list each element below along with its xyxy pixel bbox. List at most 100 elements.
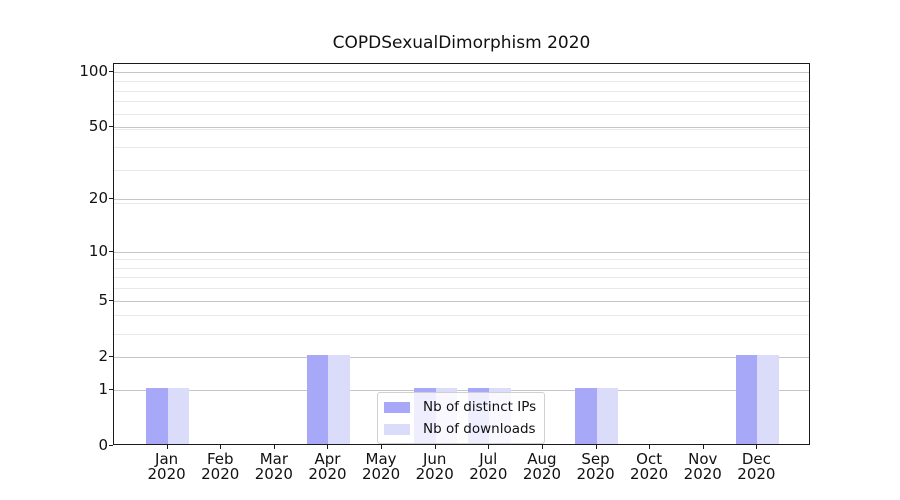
bar-downloads: [167, 387, 190, 444]
y-tick-label: 1: [98, 379, 108, 398]
x-tick-mark: [649, 445, 651, 449]
x-tick-month: Jun: [422, 450, 447, 468]
y-tick-label: 20: [88, 189, 108, 208]
x-tick-label: Dec 2020: [721, 452, 791, 482]
x-tick-year: 2020: [254, 465, 293, 483]
y-tick-mark: [109, 126, 113, 128]
y-tick-mark: [109, 250, 113, 252]
gridline-major: [114, 300, 809, 302]
x-tick-month: Jul: [479, 450, 498, 468]
bar-distinct-ips: [306, 354, 329, 444]
x-tick-label: Mar 2020: [239, 452, 309, 482]
y-tick-mark: [109, 445, 113, 446]
x-tick-month: May: [365, 450, 397, 468]
gridline-minor: [114, 81, 809, 82]
y-tick-label: 2: [98, 346, 108, 365]
x-tick-month: Feb: [206, 450, 234, 468]
gridline-minor: [114, 101, 809, 103]
x-tick-label: Nov 2020: [668, 452, 738, 482]
x-tick-year: 2020: [576, 465, 615, 483]
gridline-minor: [114, 170, 809, 172]
x-tick-year: 2020: [469, 465, 508, 483]
legend-swatch-downloads: [384, 423, 410, 435]
gridline-major: [114, 71, 809, 73]
x-tick-label: Feb 2020: [185, 452, 255, 482]
y-tick-mark: [109, 299, 113, 301]
gridline-major: [114, 356, 809, 358]
gridline-minor: [114, 113, 809, 115]
x-tick-year: 2020: [415, 465, 454, 483]
x-tick-month: Mar: [259, 450, 288, 468]
gridline-minor: [114, 333, 809, 335]
gridline-minor: [114, 90, 809, 92]
x-tick-label: May 2020: [346, 452, 416, 482]
gridline-minor: [114, 72, 809, 74]
plot-area: [113, 63, 810, 445]
y-tick-mark: [109, 70, 113, 72]
x-tick-mark: [166, 445, 168, 449]
x-tick-month: Sep: [581, 450, 610, 468]
x-tick-label: Apr 2020: [292, 452, 362, 482]
gridline-minor: [114, 315, 809, 317]
x-tick-label: Sep 2020: [561, 452, 631, 482]
y-tick-mark: [109, 355, 113, 357]
bar-downloads: [328, 354, 350, 444]
y-tick-label: 50: [88, 117, 108, 136]
x-tick-year: 2020: [147, 465, 186, 483]
x-tick-year: 2020: [522, 465, 562, 483]
y-tick-mark: [109, 388, 113, 390]
x-tick-label: Jun 2020: [400, 452, 470, 482]
bar-distinct-ips: [146, 387, 168, 444]
gridline-major: [114, 199, 809, 201]
x-tick-year: 2020: [630, 465, 669, 483]
x-tick-mark: [756, 445, 758, 449]
x-tick-month: Nov: [688, 450, 718, 468]
gridline-minor: [114, 277, 809, 279]
chart-title: COPDSexualDimorphism 2020: [332, 33, 591, 53]
x-tick-mark: [488, 445, 490, 449]
legend: Nb of distinct IPs Nb of downloads: [377, 392, 546, 444]
x-tick-month: Jan: [155, 450, 179, 468]
y-tick-label: 5: [98, 290, 108, 309]
y-tick-label: 0: [98, 436, 108, 454]
x-tick-mark: [220, 445, 222, 449]
x-tick-label: Aug 2020: [507, 452, 577, 482]
y-tick-label: 10: [88, 241, 108, 260]
x-tick-mark: [595, 445, 597, 449]
bar-distinct-ips: [735, 354, 758, 444]
x-tick-month: Oct: [636, 450, 663, 468]
x-tick-label: Oct 2020: [614, 452, 684, 482]
x-tick-year: 2020: [683, 465, 722, 483]
gridline-minor: [114, 146, 809, 148]
x-tick-year: 2020: [308, 465, 347, 483]
gridline-minor: [114, 267, 809, 269]
y-tick-label: 100: [79, 61, 108, 80]
x-tick-month: Aug: [527, 450, 557, 468]
legend-swatch-distinct-ips: [384, 401, 410, 413]
bar-downloads: [757, 354, 779, 444]
gridline-major: [114, 127, 809, 129]
x-tick-month: Apr: [314, 450, 341, 468]
x-tick-mark: [434, 445, 436, 449]
x-tick-label: Jan 2020: [132, 452, 202, 482]
gridline-minor: [114, 203, 809, 204]
x-tick-year: 2020: [361, 465, 401, 483]
y-tick-mark: [109, 198, 113, 200]
x-tick-label: Jul 2020: [453, 452, 523, 482]
legend-label-downloads: Nb of downloads: [423, 421, 536, 437]
x-tick-mark: [541, 445, 543, 449]
bar-downloads: [596, 387, 619, 444]
gridline-minor: [114, 259, 809, 261]
x-tick-mark: [381, 445, 383, 449]
x-tick-year: 2020: [737, 465, 776, 483]
x-tick-mark: [702, 445, 704, 449]
legend-item-downloads: Nb of downloads: [384, 421, 536, 437]
x-tick-year: 2020: [201, 465, 240, 483]
gridline-major: [114, 389, 809, 391]
x-tick-month: Dec: [741, 450, 771, 468]
gridline-minor: [114, 288, 809, 290]
gridline-major: [114, 251, 809, 253]
legend-label-distinct-ips: Nb of distinct IPs: [423, 399, 537, 415]
bar-distinct-ips: [575, 387, 597, 444]
